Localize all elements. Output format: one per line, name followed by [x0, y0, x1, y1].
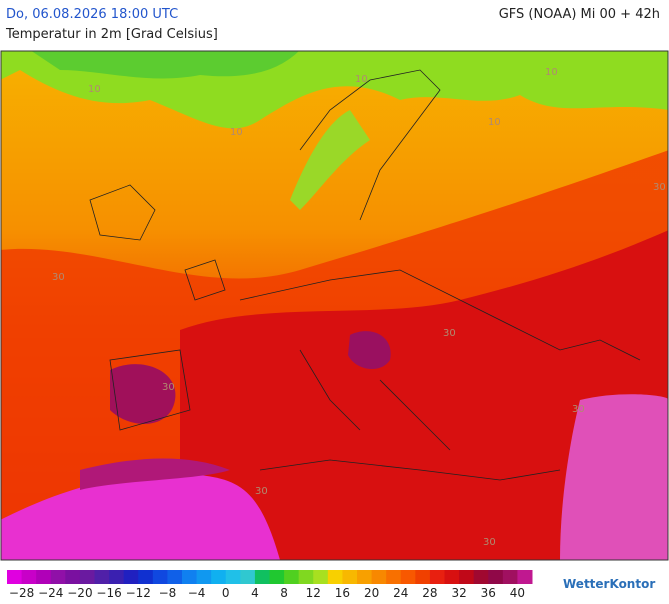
- contour-label: 30: [52, 272, 65, 283]
- scale-swatch: [21, 570, 37, 584]
- scale-label: 20: [364, 586, 379, 600]
- map-title: Temperatur in 2m [Grad Celsius]: [5, 27, 218, 42]
- scale-swatch: [488, 570, 504, 584]
- scale-label: 12: [306, 586, 321, 600]
- scale-label: −12: [126, 586, 151, 600]
- datetime: Do, 06.08.2026 18:00 UTC: [6, 7, 178, 22]
- scale-swatch: [138, 570, 154, 584]
- scale-swatch: [109, 570, 125, 584]
- scale-swatch: [415, 570, 431, 584]
- scale-label: −16: [96, 586, 121, 600]
- contour-label: 30: [162, 382, 175, 393]
- hot-zone: [180, 230, 668, 560]
- contour-label: 10: [355, 74, 368, 85]
- scale-swatch: [371, 570, 387, 584]
- contour-label: 30: [572, 404, 585, 415]
- scale-swatch: [36, 570, 52, 584]
- sahara-heat: [1, 474, 280, 560]
- contour-label: 10: [230, 127, 243, 138]
- scale-swatch: [65, 570, 81, 584]
- middle-east-heat: [560, 394, 668, 560]
- scale-label: 4: [251, 586, 259, 600]
- scale-swatch: [94, 570, 110, 584]
- contour-label: 10: [545, 67, 558, 78]
- scale-label: −28: [9, 586, 34, 600]
- scale-swatch: [459, 570, 475, 584]
- scale-swatch: [196, 570, 212, 584]
- contour-label: 30: [443, 328, 456, 339]
- scale-swatch: [50, 570, 66, 584]
- scale-swatch: [225, 570, 241, 584]
- map-area: 10 10 10 10 10 30 30 30 30 30 30 30: [1, 51, 668, 560]
- color-scale: −28 −24 −20 −16 −12 −8 −4 0 4 8 12 16 20 24 28 32 36 40: [7, 570, 533, 600]
- africa-heat: [80, 458, 230, 490]
- scale-swatch: [7, 570, 23, 584]
- scale-swatch: [400, 570, 416, 584]
- scale-swatch: [357, 570, 373, 584]
- contour-label: 10: [88, 84, 101, 95]
- scale-swatch: [473, 570, 489, 584]
- map-frame: [0, 50, 669, 561]
- scale-swatch: [240, 570, 256, 584]
- scale-label: 0: [222, 586, 230, 600]
- iberia-heat: [110, 364, 176, 424]
- scale-label: 16: [335, 586, 350, 600]
- contour-label: 30: [483, 537, 496, 548]
- scale-label: −4: [188, 586, 206, 600]
- scale-swatch: [182, 570, 198, 584]
- scale-label: 40: [510, 586, 525, 600]
- scale-swatch: [269, 570, 285, 584]
- scale-swatch: [502, 570, 518, 584]
- scale-swatch: [298, 570, 314, 584]
- cold-pool: [31, 51, 299, 79]
- contour-label: 10: [488, 117, 501, 128]
- scale-label: −8: [159, 586, 177, 600]
- model-run: GFS (NOAA) Mi 00 + 42h: [499, 7, 660, 22]
- scale-label: 24: [393, 586, 408, 600]
- scale-swatch: [386, 570, 402, 584]
- scale-swatch: [429, 570, 445, 584]
- scale-swatch: [167, 570, 183, 584]
- scale-swatch: [517, 570, 533, 584]
- scale-swatch: [254, 570, 270, 584]
- scale-label: 36: [481, 586, 496, 600]
- scale-swatch: [284, 570, 300, 584]
- scale-swatch: [444, 570, 460, 584]
- scale-label: 32: [451, 586, 466, 600]
- contour-label: 30: [653, 182, 666, 193]
- scale-swatch: [313, 570, 329, 584]
- scale-swatch: [211, 570, 227, 584]
- scale-label: −24: [38, 586, 63, 600]
- scale-label: −20: [67, 586, 92, 600]
- scale-swatch: [327, 570, 343, 584]
- pannonia-heat: [348, 331, 391, 370]
- scale-label: 8: [280, 586, 288, 600]
- scale-label: 28: [422, 586, 437, 600]
- scandinavia-cool: [290, 110, 370, 210]
- scale-swatch: [79, 570, 95, 584]
- contour-label: 30: [255, 486, 268, 497]
- scale-swatch: [342, 570, 358, 584]
- scale-swatch: [123, 570, 139, 584]
- scale-swatch: [152, 570, 168, 584]
- coastlines: [89, 69, 641, 481]
- logo: WetterKontor: [563, 577, 655, 591]
